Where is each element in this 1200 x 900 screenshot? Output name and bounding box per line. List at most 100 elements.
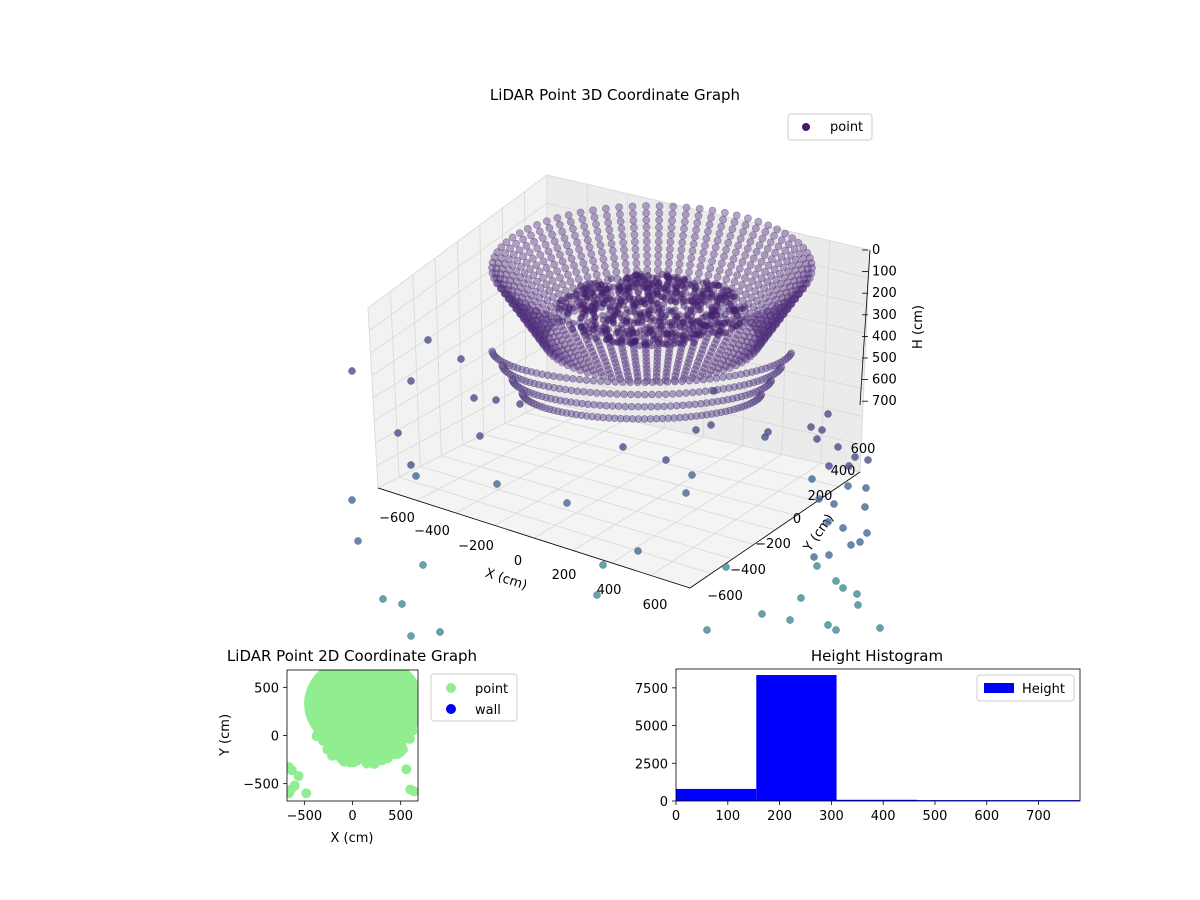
point-3d bbox=[730, 278, 739, 286]
point-2d bbox=[361, 675, 372, 686]
point-3d bbox=[725, 372, 733, 381]
point-3d bbox=[604, 218, 613, 227]
point-3d bbox=[533, 331, 542, 340]
point-3d bbox=[354, 537, 362, 545]
point-3d bbox=[590, 351, 598, 360]
point-3d bbox=[608, 296, 616, 304]
point-3d bbox=[724, 357, 733, 366]
point-3d bbox=[783, 301, 792, 310]
point-3d bbox=[759, 333, 768, 342]
point-3d bbox=[682, 489, 690, 497]
point-3d bbox=[519, 235, 527, 244]
point-3d bbox=[691, 365, 699, 374]
point-3d bbox=[642, 230, 651, 239]
histogram-bar bbox=[916, 800, 998, 801]
point-3d bbox=[710, 387, 718, 395]
point-2d bbox=[401, 764, 412, 775]
point-3d bbox=[579, 388, 588, 396]
point-3d bbox=[791, 281, 800, 290]
point-3d bbox=[794, 238, 803, 247]
point-3d bbox=[526, 307, 535, 316]
point-3d bbox=[740, 354, 749, 362]
point-3d bbox=[763, 306, 772, 315]
point-3d bbox=[558, 358, 567, 367]
point-3d bbox=[520, 289, 529, 298]
point-3d bbox=[496, 279, 505, 288]
point-3d bbox=[687, 254, 696, 262]
point-3d bbox=[796, 280, 804, 289]
point-3d bbox=[778, 294, 787, 303]
point-3d bbox=[552, 337, 561, 346]
point-3d bbox=[603, 211, 611, 220]
point-3d bbox=[710, 250, 718, 259]
point-3d bbox=[498, 284, 506, 293]
point-3d bbox=[653, 361, 661, 369]
point-3d bbox=[526, 305, 534, 314]
point-3d bbox=[747, 338, 756, 347]
point-3d bbox=[563, 241, 571, 250]
point-3d bbox=[641, 390, 649, 399]
point-3d bbox=[704, 227, 712, 236]
point-3d bbox=[498, 361, 506, 369]
point-3d bbox=[595, 364, 604, 372]
point-3d bbox=[728, 359, 737, 368]
point-3d bbox=[591, 264, 599, 272]
point-3d bbox=[766, 326, 775, 335]
point-3d bbox=[692, 225, 700, 234]
point-3d bbox=[606, 232, 615, 241]
x-tick-label: −500 bbox=[286, 809, 322, 824]
point-cloud-2d bbox=[287, 670, 418, 799]
point-2d bbox=[389, 684, 400, 695]
point-3d bbox=[543, 296, 552, 305]
point-3d bbox=[518, 389, 526, 397]
point-3d bbox=[538, 234, 547, 242]
point-3d bbox=[642, 365, 651, 373]
point-3d bbox=[505, 294, 514, 303]
point-2d bbox=[377, 733, 388, 744]
point-3d bbox=[730, 218, 739, 227]
point-3d bbox=[648, 342, 656, 350]
point-3d bbox=[679, 401, 687, 409]
point-3d bbox=[536, 331, 544, 340]
point-3d bbox=[729, 255, 738, 263]
point-3d bbox=[508, 271, 517, 280]
point-3d bbox=[772, 320, 780, 329]
point-3d bbox=[664, 287, 672, 295]
point-3d bbox=[755, 241, 764, 250]
ticks-2d: −500 0 500 500 0 −500 bbox=[243, 681, 413, 824]
point-3d bbox=[643, 244, 651, 253]
point-3d bbox=[653, 353, 662, 362]
point-3d bbox=[493, 248, 502, 257]
point-3d bbox=[506, 244, 514, 253]
point-3d bbox=[567, 339, 575, 347]
point-3d bbox=[744, 214, 752, 223]
point-3d bbox=[662, 390, 670, 398]
point-3d bbox=[522, 313, 530, 321]
point-3d bbox=[813, 562, 821, 570]
x-tick-label: 700 bbox=[1026, 809, 1051, 824]
point-3d bbox=[692, 361, 701, 370]
point-3d bbox=[573, 362, 582, 370]
point-3d bbox=[545, 286, 554, 295]
point-3d bbox=[853, 590, 861, 598]
point-3d bbox=[508, 295, 517, 304]
point-3d bbox=[510, 300, 518, 309]
point-3d bbox=[522, 241, 531, 250]
point-3d bbox=[550, 237, 559, 246]
point-3d bbox=[768, 301, 777, 310]
chart-histogram: Height Histogram 0 100 200 300 400 500 600 7000… bbox=[635, 647, 1081, 824]
point-3d bbox=[788, 261, 796, 270]
point-3d bbox=[824, 518, 832, 526]
point-3d bbox=[765, 288, 773, 296]
point-3d bbox=[558, 346, 567, 355]
grid-line bbox=[457, 241, 463, 446]
point-3d bbox=[513, 256, 522, 265]
point-3d bbox=[753, 342, 762, 351]
point-3d bbox=[620, 352, 628, 360]
point-2d bbox=[347, 683, 358, 694]
point-3d bbox=[763, 278, 772, 286]
z-tick-label: 500 bbox=[872, 351, 897, 366]
point-3d bbox=[533, 244, 542, 253]
point-3d bbox=[751, 224, 760, 233]
